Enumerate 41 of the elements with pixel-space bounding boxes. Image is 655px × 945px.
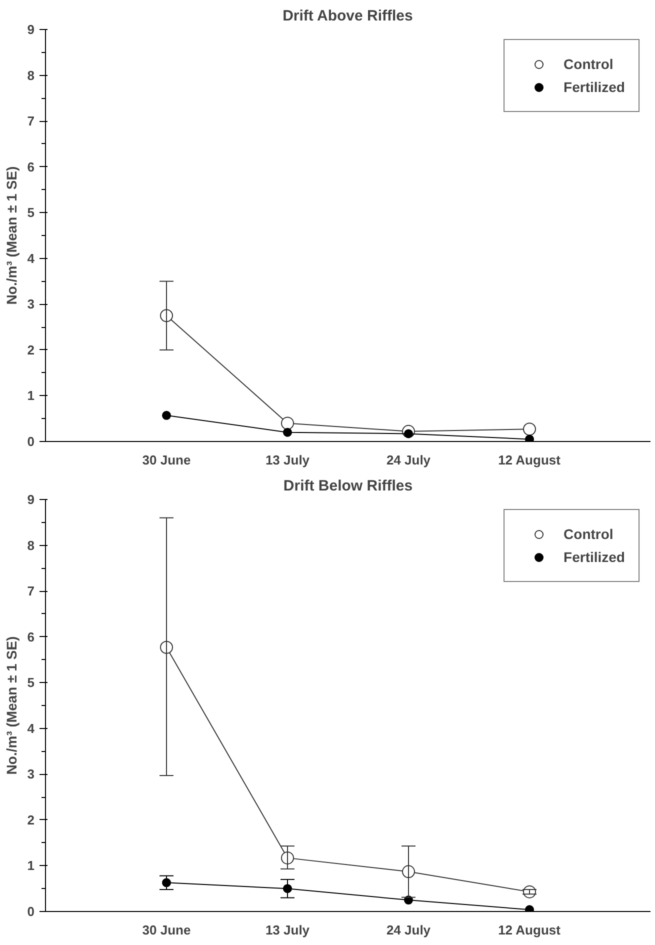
chart-title: Drift Below Riffles bbox=[283, 478, 413, 494]
point bbox=[525, 434, 534, 442]
legend-label: Control bbox=[564, 526, 614, 542]
legend-label: Control bbox=[564, 56, 614, 72]
x-tick-label: 30 June bbox=[142, 452, 191, 468]
y-tick-label: 1 bbox=[27, 858, 35, 874]
y-tick-label: 2 bbox=[27, 812, 35, 828]
y-tick-label: 3 bbox=[27, 766, 35, 782]
y-tick-label: 0 bbox=[27, 434, 35, 449]
point bbox=[281, 416, 294, 430]
y-tick-label: 3 bbox=[27, 296, 35, 312]
y-tick-label: 8 bbox=[27, 538, 35, 553]
x-tick-label: 13 July bbox=[265, 452, 310, 468]
x-tick-label: 12 August bbox=[498, 922, 562, 938]
y-tick-label: 0 bbox=[27, 904, 35, 919]
y-tick-label: 4 bbox=[27, 720, 36, 736]
y-axis-title: No./m³ (Mean ± 1 SE) bbox=[3, 636, 20, 775]
x-tick-label: 24 July bbox=[386, 922, 432, 938]
y-tick-label: 8 bbox=[27, 68, 35, 83]
y-tick-label: 5 bbox=[27, 675, 35, 690]
x-tick-label: 12 August bbox=[498, 452, 562, 468]
y-tick-label: 7 bbox=[27, 114, 35, 129]
y-tick-label: 6 bbox=[27, 629, 35, 644]
y-axis-title: No./m³ (Mean ± 1 SE) bbox=[3, 166, 20, 305]
point bbox=[523, 422, 536, 436]
point bbox=[162, 410, 171, 420]
x-tick-label: 24 July bbox=[386, 452, 432, 468]
chart-title: Drift Above Riffles bbox=[282, 8, 413, 24]
legend-label: Fertilized bbox=[564, 549, 625, 565]
y-tick-label: 9 bbox=[27, 492, 35, 507]
y-tick-label: 6 bbox=[27, 159, 35, 174]
y-tick-label: 7 bbox=[27, 584, 35, 599]
x-tick-label: 30 June bbox=[142, 922, 191, 938]
x-tick-label: 13 July bbox=[265, 922, 310, 938]
y-tick-label: 9 bbox=[27, 22, 35, 37]
y-tick-label: 2 bbox=[27, 342, 35, 358]
legend-label: Fertilized bbox=[564, 79, 625, 95]
y-tick-label: 4 bbox=[27, 250, 36, 266]
point bbox=[283, 428, 292, 437]
y-tick-label: 5 bbox=[27, 205, 35, 220]
y-tick-label: 1 bbox=[27, 388, 35, 404]
